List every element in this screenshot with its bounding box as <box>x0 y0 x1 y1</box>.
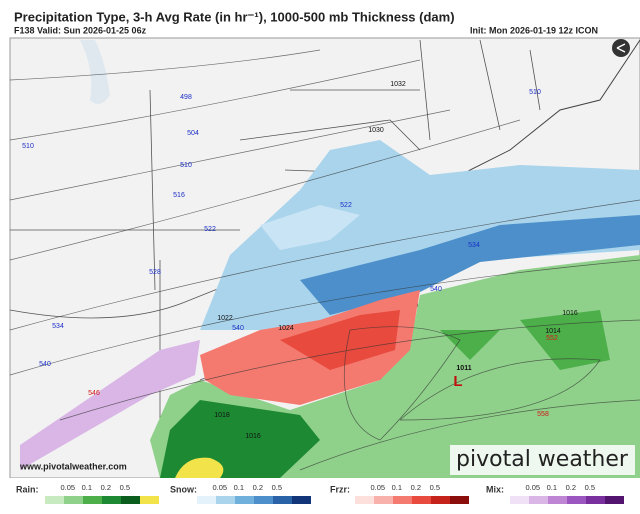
legend-swatch <box>45 496 64 504</box>
legend-tick-label: 0.1 <box>547 483 557 492</box>
legend-swatch <box>140 496 159 504</box>
legend-tick-label: 0.5 <box>430 483 440 492</box>
legend-swatch <box>567 496 586 504</box>
legend-swatch <box>510 496 529 504</box>
legend-swatch <box>64 496 83 504</box>
legend-tick-label: 0.05 <box>60 483 75 492</box>
legend-swatch <box>121 496 140 504</box>
legend-tick-label: 0.2 <box>101 483 111 492</box>
legend-tick-label: 0.5 <box>585 483 595 492</box>
brand: pivotal weather <box>456 447 629 472</box>
legend-swatch <box>431 496 450 504</box>
pressure-label: 1032 <box>390 81 406 88</box>
legend-swatch <box>605 496 624 504</box>
pressure-label: 1014 <box>545 328 561 335</box>
legend-tick-label: 0.5 <box>120 483 130 492</box>
brand-box <box>450 445 635 475</box>
thickness-label: 510 <box>529 89 541 96</box>
legend-swatch <box>102 496 121 504</box>
thickness-label: 504 <box>187 130 199 137</box>
legend-tick-label: 0.2 <box>411 483 421 492</box>
share-icon-bg[interactable] <box>612 39 630 57</box>
thickness-label: 534 <box>468 242 480 249</box>
rain-intense-area <box>175 457 224 478</box>
legend-swatch <box>254 496 273 504</box>
legend-swatch <box>197 496 216 504</box>
legend-swatch <box>83 496 102 504</box>
legend-swatch <box>450 496 469 504</box>
legend-tick-label: 0.5 <box>272 483 282 492</box>
thickness-label: 552 <box>546 335 558 342</box>
pressure-label: 1016 <box>562 310 578 317</box>
thickness-label: 540 <box>430 286 442 293</box>
snow-light-area <box>260 205 360 250</box>
contour-labels: 498 504 510 516 522 528 534 540 546 510 510 534 540 5… <box>22 81 578 440</box>
legend-bg <box>0 478 640 509</box>
share-button[interactable] <box>612 39 630 57</box>
thickness-label: 528 <box>149 269 161 276</box>
snow-heavy-area <box>300 215 640 315</box>
thickness-label: 522 <box>204 226 216 233</box>
website: www.pivotalweather.com <box>19 461 127 471</box>
thickness-label: 534 <box>52 323 64 330</box>
legend-swatch <box>548 496 567 504</box>
legend: Rain: 0.05 0.1 0.2 0.5 Snow: 0.05 0.1 0.2 0.5 Frzr… <box>0 478 640 509</box>
legend-swatch <box>292 496 311 504</box>
thickness-label: 540 <box>39 361 51 368</box>
legend-swatch <box>374 496 393 504</box>
legend-label: Rain: <box>16 484 39 494</box>
thickness-label: 498 <box>180 94 192 101</box>
legend-tick-label: 0.05 <box>212 483 227 492</box>
pressure-label: 1022 <box>217 315 233 322</box>
thickness-label: 522 <box>340 202 352 209</box>
legend-tick-label: 0.2 <box>253 483 263 492</box>
legend-tick-label: 0.1 <box>392 483 402 492</box>
share-icon <box>616 43 626 53</box>
thickness-label: 558 <box>537 411 549 418</box>
legend-label: Frzr: <box>330 484 350 494</box>
valid-time: F138 Valid: Sun 2026-01-25 06z <box>14 25 147 35</box>
legend-swatch <box>235 496 254 504</box>
thickness-label: 510 <box>180 162 192 169</box>
init-time: Init: Mon 2026-01-19 12z ICON <box>470 25 598 35</box>
map: www.pivotalweather.com pivotal weather <box>9 37 640 479</box>
legend-label: Snow: <box>170 484 197 494</box>
thickness-label: 540 <box>232 325 244 332</box>
thickness-label: 516 <box>173 192 185 199</box>
legend-swatch <box>586 496 605 504</box>
low-label: L <box>453 373 462 390</box>
legend-swatch <box>393 496 412 504</box>
legend-label: Mix: <box>486 484 504 494</box>
legend-tick-label: 0.2 <box>566 483 576 492</box>
legend-swatch <box>412 496 431 504</box>
legend-swatch <box>355 496 374 504</box>
legend-swatch <box>273 496 292 504</box>
legend-swatch <box>216 496 235 504</box>
thickness-label: 546 <box>88 390 100 397</box>
lake <box>80 40 110 104</box>
pressure-label: 1030 <box>368 127 384 134</box>
legend-tick-label: 0.1 <box>82 483 92 492</box>
pressure-label: 1011 <box>456 365 471 372</box>
legend-swatch <box>529 496 548 504</box>
legend-tick-label: 0.05 <box>370 483 385 492</box>
title: Precipitation Type, 3-h Avg Rate (in hr⁻… <box>14 9 455 24</box>
pressure-label: 1016 <box>245 433 261 440</box>
legend-tick-label: 0.1 <box>234 483 244 492</box>
thickness-label: 510 <box>22 143 34 150</box>
pressure-label: 1024 <box>278 325 294 332</box>
rain-moderate-area <box>440 310 610 370</box>
pressure-label: 1018 <box>214 412 230 419</box>
legend-tick-label: 0.05 <box>525 483 540 492</box>
freezing-rain-heavy-area <box>280 310 400 370</box>
